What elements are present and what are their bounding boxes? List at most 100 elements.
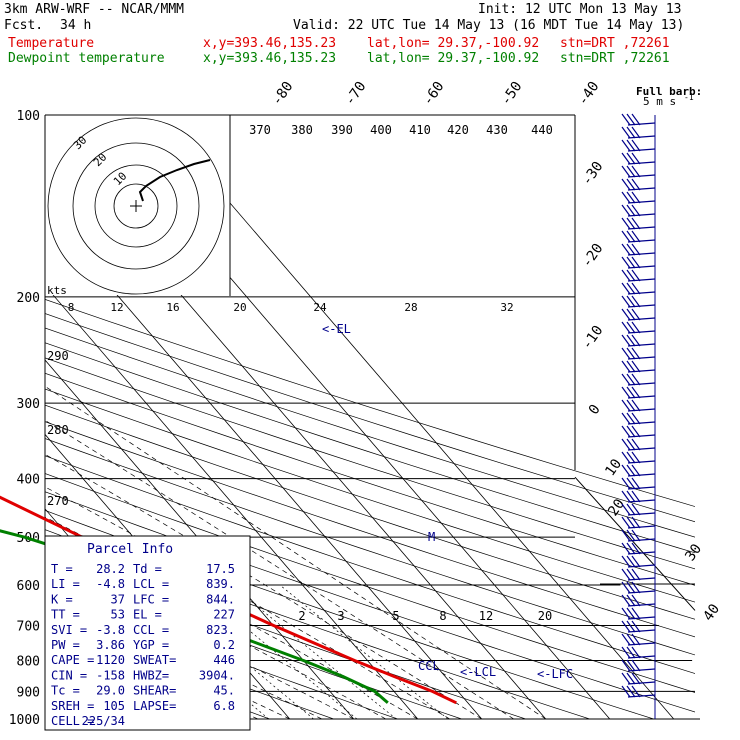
wind-barb-flag	[626, 542, 636, 555]
wind-barb-flag	[631, 516, 641, 529]
wind-barb-flag	[626, 503, 636, 516]
wind-barb-flag	[621, 672, 631, 685]
mixing-ratio-label: 2	[298, 609, 305, 623]
wind-barb-flag	[631, 672, 641, 685]
wind-barb-flag	[621, 308, 631, 321]
moist-adiabat	[45, 419, 514, 719]
dry-adiabat-label: 440	[531, 123, 553, 137]
hodograph-ring	[72, 142, 200, 270]
wind-barb-flag	[626, 347, 636, 360]
wind-barb	[621, 620, 656, 633]
wind-barb-flag	[626, 620, 636, 633]
hodograph-speed-label: 12	[110, 301, 123, 314]
wind-barb-flag	[631, 373, 641, 386]
wind-barb	[621, 464, 656, 477]
wind-barb-shaft	[627, 525, 656, 529]
wind-barb	[621, 204, 656, 217]
parcel-info-cell: 17.5	[206, 562, 235, 576]
dry-adiabat	[45, 342, 695, 554]
wind-barb	[621, 308, 656, 321]
wind-barb-shaft	[627, 512, 656, 516]
parcel-info-cell: 6.8	[213, 699, 235, 713]
wind-barb-flag	[626, 217, 636, 230]
wind-barb-flag	[621, 113, 631, 126]
parcel-info-title: Parcel Info	[87, 542, 173, 557]
isotherm-line	[45, 284, 419, 719]
wind-barb-flag	[626, 308, 636, 321]
wind-barb	[621, 126, 656, 139]
parcel-info-cell: -158	[96, 668, 125, 682]
wind-barb-shaft	[627, 564, 656, 568]
wind-barb-flag	[626, 425, 636, 438]
wind-barb-flag	[621, 191, 631, 204]
wind-barb-flag	[621, 633, 631, 646]
wind-barb-flag	[631, 568, 641, 581]
wind-barb-flag	[626, 555, 636, 568]
wind-barb	[621, 594, 656, 607]
wind-barb-flag	[626, 373, 636, 386]
wind-barb-shaft	[627, 148, 656, 152]
isotherm-label: -20	[579, 241, 607, 271]
dry-adiabat	[45, 299, 695, 507]
wind-barb	[621, 685, 656, 698]
wind-barb-flag	[621, 334, 631, 347]
wind-barb-flag	[631, 412, 641, 425]
mixing-ratio-line	[230, 584, 397, 719]
wind-barb	[621, 282, 656, 295]
wind-barb-shaft	[627, 161, 656, 165]
parcel-info-cell: -4.8	[96, 577, 125, 591]
wind-barb-flag	[626, 165, 636, 178]
dry-adiabat-label: 370	[249, 123, 271, 137]
parcel-info-cell: 28.2	[96, 562, 125, 576]
wind-barb-shaft	[627, 447, 656, 451]
wind-barb	[621, 243, 656, 256]
wind-barb-flag	[626, 295, 636, 308]
parcel-info-cell: HWBZ=	[133, 668, 169, 682]
mixing-ratio-label: 8	[439, 609, 446, 623]
parcel-info-cell: EL =	[133, 608, 162, 622]
dewpoint-line	[0, 529, 389, 704]
wind-barb-flag	[621, 360, 631, 373]
hodograph-speed-label: 20	[233, 301, 246, 314]
wind-barb-flag	[621, 594, 631, 607]
wind-barb-flag	[621, 321, 631, 334]
wind-barb-flag	[631, 490, 641, 503]
wind-barb-flag	[621, 139, 631, 152]
wind-barb-flag	[631, 451, 641, 464]
wind-barb	[621, 360, 656, 373]
pressure-label: 900	[17, 685, 40, 700]
wind-barb-flag	[621, 282, 631, 295]
dry-adiabat	[45, 404, 695, 620]
wind-barb-flag	[621, 178, 631, 191]
pressure-label: 200	[17, 291, 40, 306]
wind-barb-flag	[621, 529, 631, 542]
wind-barb-shaft	[627, 460, 656, 464]
parcel-info-cell: K =	[51, 592, 73, 606]
wind-barb-flag	[631, 321, 641, 334]
wind-barb-flag	[621, 347, 631, 360]
wind-barb-flag	[626, 360, 636, 373]
hodograph-ring	[113, 183, 159, 229]
legend-temperature: Temperature	[8, 36, 95, 51]
temp-stn: stn=DRT ,72261	[560, 36, 670, 51]
mixing-ratio-line	[279, 584, 449, 719]
parcel-info-cell: LAPSE=	[133, 699, 176, 713]
wind-barb-flag	[621, 204, 631, 217]
parcel-info-cell: 839.	[206, 577, 235, 591]
wind-barb-flag	[631, 620, 641, 633]
dry-adiabat-label: 430	[486, 123, 508, 137]
wind-barb-flag	[626, 646, 636, 659]
wind-barb-flag	[621, 646, 631, 659]
wind-barb-flag	[626, 412, 636, 425]
wind-barb-flag	[621, 399, 631, 412]
wind-barb-flag	[631, 425, 641, 438]
dry-adiabat-label: 410	[409, 123, 431, 137]
wind-barb-flag	[631, 191, 641, 204]
left-theta-label: 280	[47, 423, 69, 437]
wind-barb-flag	[626, 334, 636, 347]
hodograph-speed-label: 16	[166, 301, 179, 314]
wind-barb-shaft	[627, 668, 656, 672]
isotherm-label: -50	[498, 79, 526, 109]
isotherm-label: -10	[579, 323, 607, 353]
